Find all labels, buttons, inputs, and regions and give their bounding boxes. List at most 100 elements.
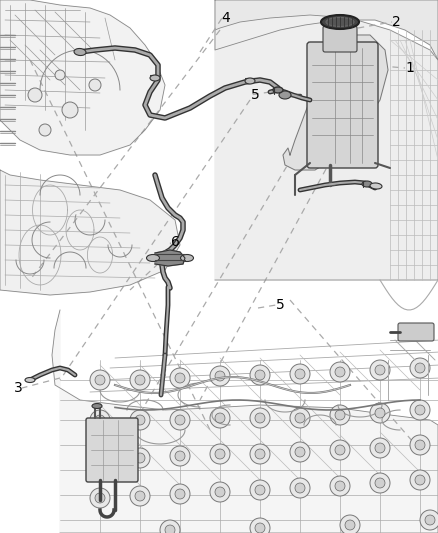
FancyBboxPatch shape [307, 42, 378, 168]
Ellipse shape [180, 254, 194, 262]
Polygon shape [215, 15, 438, 280]
Circle shape [255, 370, 265, 380]
Circle shape [170, 368, 190, 388]
Circle shape [335, 410, 345, 420]
Circle shape [28, 88, 42, 102]
Circle shape [415, 475, 425, 485]
Ellipse shape [245, 78, 255, 84]
Circle shape [95, 375, 105, 385]
Circle shape [330, 476, 350, 496]
Circle shape [170, 410, 190, 430]
Circle shape [410, 358, 430, 378]
Circle shape [135, 453, 145, 463]
Circle shape [330, 362, 350, 382]
Circle shape [335, 445, 345, 455]
Circle shape [255, 449, 265, 459]
FancyBboxPatch shape [323, 26, 357, 52]
Circle shape [39, 124, 51, 136]
Circle shape [95, 415, 105, 425]
Circle shape [375, 478, 385, 488]
Ellipse shape [146, 254, 159, 262]
Text: 4: 4 [222, 11, 230, 25]
Circle shape [410, 400, 430, 420]
Circle shape [375, 365, 385, 375]
Circle shape [90, 410, 110, 430]
Ellipse shape [370, 183, 382, 189]
Circle shape [415, 363, 425, 373]
Circle shape [335, 367, 345, 377]
Circle shape [215, 413, 225, 423]
Circle shape [250, 365, 270, 385]
Circle shape [130, 410, 150, 430]
Text: 3: 3 [14, 381, 22, 395]
Circle shape [295, 447, 305, 457]
Text: 5: 5 [251, 88, 259, 102]
Ellipse shape [326, 18, 354, 27]
Circle shape [250, 480, 270, 500]
Circle shape [175, 415, 185, 425]
Text: 2: 2 [392, 15, 400, 29]
Circle shape [250, 408, 270, 428]
Circle shape [215, 449, 225, 459]
Ellipse shape [74, 49, 86, 55]
Polygon shape [215, 0, 438, 60]
Circle shape [215, 371, 225, 381]
Polygon shape [155, 250, 185, 266]
Polygon shape [283, 35, 388, 170]
Circle shape [295, 369, 305, 379]
Circle shape [290, 442, 310, 462]
Circle shape [290, 408, 310, 428]
Ellipse shape [321, 15, 359, 29]
Circle shape [90, 370, 110, 390]
Circle shape [130, 370, 150, 390]
Circle shape [210, 444, 230, 464]
Circle shape [255, 523, 265, 533]
Circle shape [335, 481, 345, 491]
Circle shape [425, 515, 435, 525]
Circle shape [290, 478, 310, 498]
Circle shape [95, 455, 105, 465]
Circle shape [370, 438, 390, 458]
Circle shape [90, 450, 110, 470]
Circle shape [290, 364, 310, 384]
Circle shape [62, 102, 78, 118]
Polygon shape [0, 170, 180, 295]
Circle shape [90, 488, 110, 508]
Circle shape [135, 375, 145, 385]
Ellipse shape [92, 403, 102, 408]
Circle shape [375, 408, 385, 418]
Circle shape [210, 408, 230, 428]
Circle shape [55, 70, 65, 80]
Ellipse shape [150, 75, 160, 81]
Circle shape [175, 451, 185, 461]
Circle shape [255, 485, 265, 495]
Circle shape [130, 486, 150, 506]
Ellipse shape [273, 87, 283, 93]
Text: 6: 6 [170, 235, 180, 249]
Circle shape [130, 448, 150, 468]
Circle shape [340, 515, 360, 533]
Circle shape [210, 366, 230, 386]
Circle shape [330, 405, 350, 425]
Circle shape [89, 79, 101, 91]
FancyBboxPatch shape [398, 323, 434, 341]
Text: 5: 5 [276, 298, 284, 312]
Polygon shape [0, 0, 165, 155]
Circle shape [175, 489, 185, 499]
Circle shape [165, 525, 175, 533]
Circle shape [345, 520, 355, 530]
Polygon shape [52, 310, 438, 533]
Circle shape [295, 413, 305, 423]
Ellipse shape [362, 181, 372, 187]
Circle shape [375, 443, 385, 453]
Circle shape [215, 487, 225, 497]
Circle shape [410, 470, 430, 490]
Circle shape [175, 373, 185, 383]
Circle shape [170, 446, 190, 466]
Circle shape [370, 403, 390, 423]
Circle shape [410, 435, 430, 455]
Circle shape [210, 482, 230, 502]
Circle shape [415, 440, 425, 450]
Ellipse shape [279, 91, 291, 99]
Circle shape [370, 360, 390, 380]
